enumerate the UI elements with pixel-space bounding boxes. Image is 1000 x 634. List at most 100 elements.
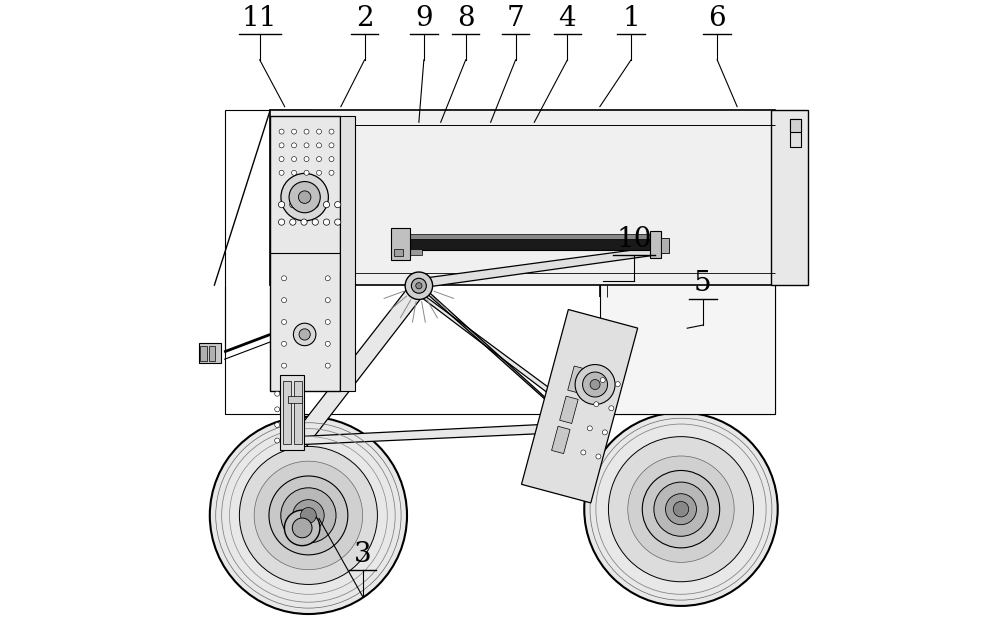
Text: 9: 9 (415, 5, 433, 32)
Bar (283, 381, 291, 444)
Bar (209, 346, 215, 361)
Text: 11: 11 (242, 5, 277, 32)
Circle shape (293, 323, 316, 346)
Bar (394, 249, 403, 256)
Circle shape (281, 488, 336, 543)
Circle shape (673, 501, 689, 517)
Polygon shape (552, 426, 570, 453)
Circle shape (323, 202, 330, 208)
Circle shape (416, 283, 422, 289)
Circle shape (301, 202, 307, 208)
Circle shape (335, 202, 341, 208)
Circle shape (317, 157, 322, 162)
Circle shape (329, 129, 334, 134)
Circle shape (282, 297, 287, 302)
Circle shape (317, 171, 322, 175)
Circle shape (239, 446, 377, 585)
Circle shape (279, 171, 284, 175)
Polygon shape (294, 422, 595, 445)
Circle shape (275, 391, 280, 396)
Circle shape (325, 320, 330, 325)
Circle shape (317, 129, 322, 134)
Text: 4: 4 (559, 5, 576, 32)
Circle shape (275, 422, 280, 427)
Circle shape (335, 219, 341, 225)
Circle shape (608, 437, 754, 582)
Text: 6: 6 (708, 5, 726, 32)
Circle shape (292, 129, 297, 134)
Bar (294, 381, 302, 444)
Circle shape (666, 494, 696, 525)
Circle shape (628, 456, 734, 562)
Circle shape (329, 157, 334, 162)
Bar (340, 116, 355, 391)
Polygon shape (293, 286, 428, 448)
Circle shape (329, 171, 334, 175)
Circle shape (615, 382, 620, 387)
Polygon shape (568, 366, 586, 393)
Circle shape (275, 438, 280, 443)
Polygon shape (414, 247, 655, 289)
Circle shape (304, 171, 309, 175)
Circle shape (594, 402, 599, 407)
Circle shape (281, 174, 328, 221)
Circle shape (298, 191, 311, 204)
Circle shape (587, 426, 592, 431)
Circle shape (304, 143, 309, 148)
Polygon shape (560, 396, 578, 424)
Bar (288, 396, 302, 403)
Circle shape (405, 272, 433, 299)
Circle shape (278, 202, 285, 208)
Circle shape (304, 129, 309, 134)
Bar (391, 228, 410, 259)
Text: 7: 7 (507, 5, 524, 32)
Circle shape (299, 329, 310, 340)
Circle shape (275, 407, 280, 412)
Circle shape (269, 476, 348, 555)
Circle shape (575, 365, 615, 404)
Circle shape (292, 518, 312, 538)
Circle shape (301, 508, 316, 523)
Circle shape (282, 320, 287, 325)
Circle shape (301, 219, 307, 225)
Bar (406, 239, 650, 250)
Circle shape (411, 278, 426, 294)
Circle shape (282, 276, 287, 281)
Bar (225, 110, 775, 415)
Circle shape (279, 157, 284, 162)
Bar (406, 234, 650, 239)
Bar (600, 110, 775, 415)
Circle shape (312, 202, 318, 208)
Bar (406, 249, 422, 255)
Circle shape (325, 341, 330, 346)
Circle shape (290, 202, 296, 208)
Circle shape (317, 143, 322, 148)
Circle shape (323, 219, 330, 225)
Circle shape (642, 470, 720, 548)
Bar (270, 110, 775, 285)
Bar (270, 116, 340, 391)
Circle shape (284, 510, 320, 546)
Circle shape (290, 219, 296, 225)
Circle shape (329, 143, 334, 148)
Bar (661, 238, 669, 254)
Circle shape (602, 430, 607, 435)
Circle shape (325, 297, 330, 302)
Circle shape (254, 461, 363, 570)
Circle shape (279, 143, 284, 148)
Circle shape (304, 157, 309, 162)
Text: 2: 2 (356, 5, 373, 32)
Circle shape (279, 129, 284, 134)
Circle shape (293, 500, 324, 531)
Circle shape (325, 276, 330, 281)
Circle shape (292, 171, 297, 175)
Bar (771, 110, 808, 285)
Bar (280, 375, 304, 450)
Circle shape (584, 413, 778, 606)
Polygon shape (521, 309, 638, 503)
Text: 1: 1 (622, 5, 640, 32)
Bar (200, 346, 207, 361)
Text: 3: 3 (354, 541, 372, 569)
Circle shape (609, 406, 614, 411)
Text: 10: 10 (616, 226, 652, 254)
